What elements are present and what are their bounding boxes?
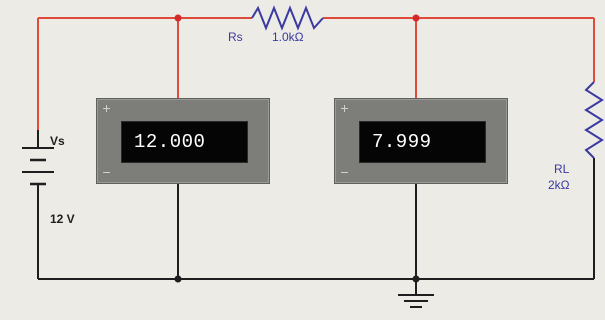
rl-name-label: RL: [554, 162, 570, 176]
rs-name-label: Rs: [228, 30, 243, 44]
meter-positive-terminal: [103, 105, 110, 112]
junction-dot-icon: [412, 275, 420, 283]
meter-reading: 7.999: [372, 131, 432, 153]
resistor-icon: [584, 81, 604, 159]
battery-icon: [22, 147, 54, 186]
voltmeter-1[interactable]: 12.000: [96, 98, 270, 184]
meter-display: 12.000: [121, 121, 248, 163]
rl-value-label: 2kΩ: [548, 178, 570, 192]
meter-negative-terminal: [341, 169, 348, 176]
rs-value-label: 1.0kΩ: [272, 30, 304, 44]
meter-reading: 12.000: [134, 131, 206, 153]
meter-negative-terminal: [103, 169, 110, 176]
meter-display: 7.999: [359, 121, 486, 163]
vs-name-label: Vs: [50, 134, 65, 148]
junction-dot-icon: [174, 14, 182, 22]
ground-icon: [398, 294, 434, 308]
junction-dot-icon: [174, 275, 182, 283]
vs-value-label: 12 V: [50, 212, 75, 226]
meter-positive-terminal: [341, 105, 348, 112]
voltmeter-2[interactable]: 7.999: [334, 98, 508, 184]
resistor-icon: [251, 5, 324, 31]
junction-dot-icon: [412, 14, 420, 22]
